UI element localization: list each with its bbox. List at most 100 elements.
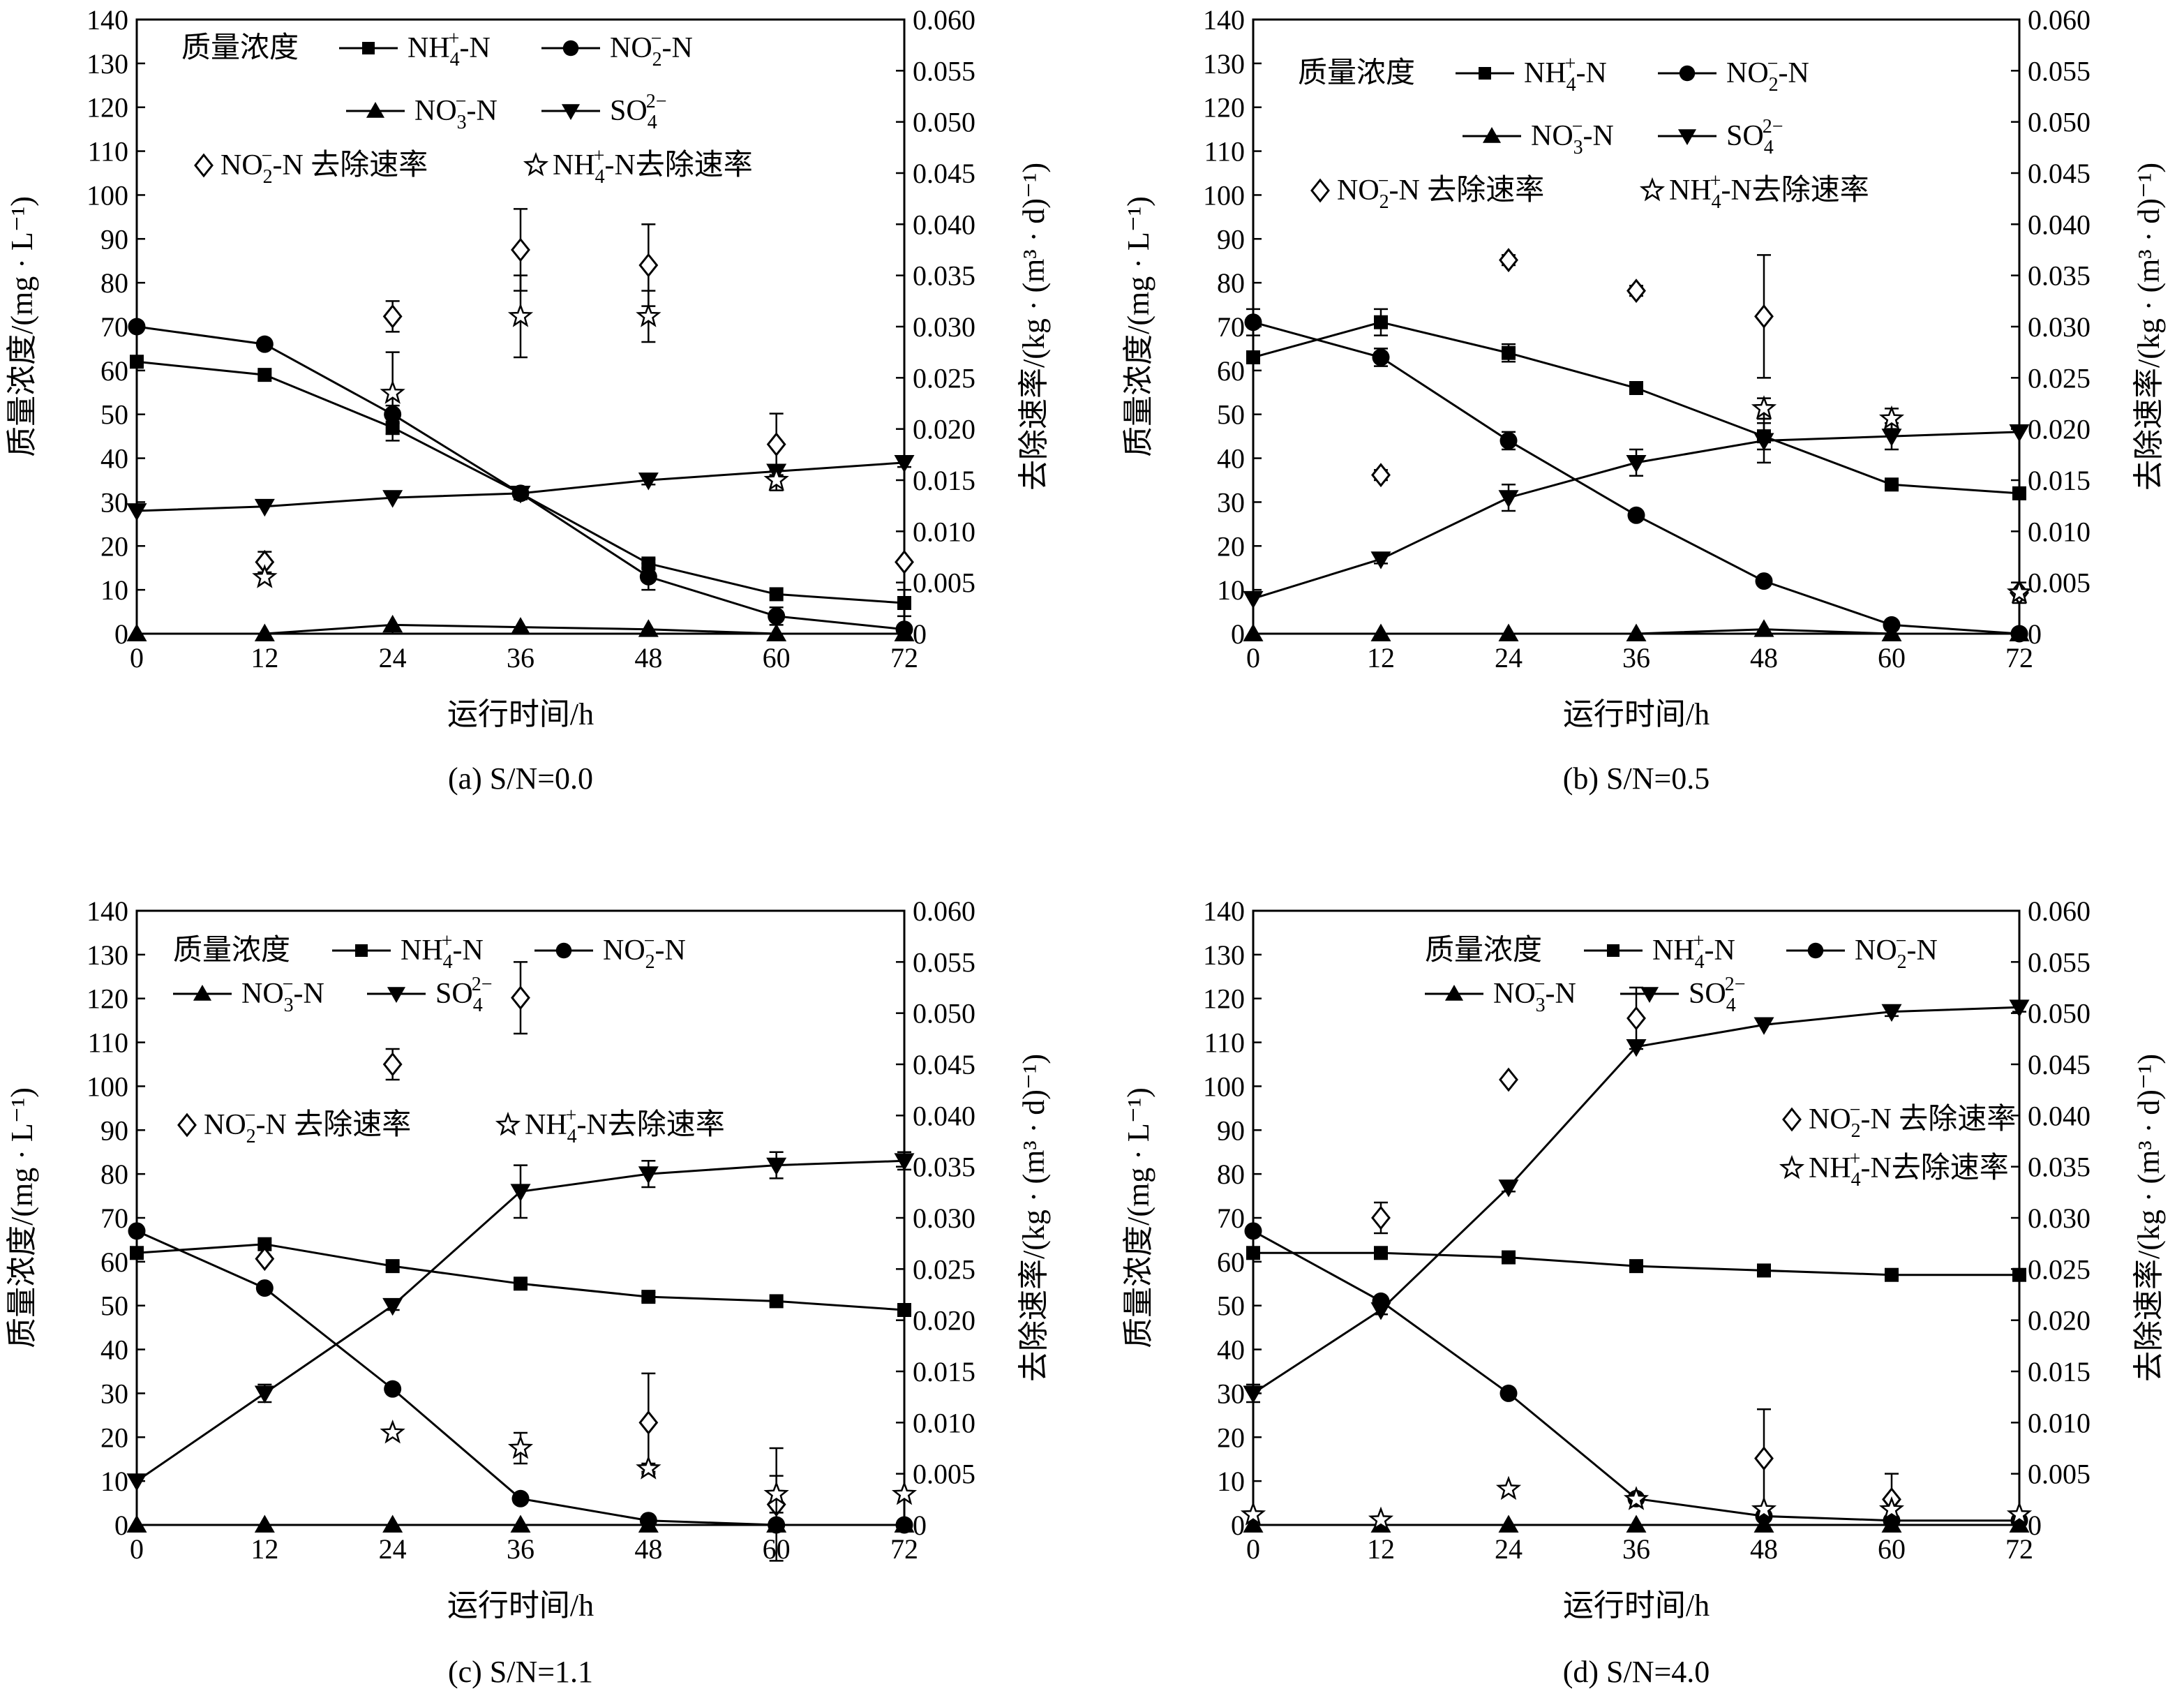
y-left-tick-label: 100 [1203,179,1245,211]
legend-label-nh4_rate: NH4+-N去除速率 [525,1105,725,1147]
y-right-tick-label: 0.015 [913,465,975,496]
y-right-tick-label: 0.055 [2028,946,2090,978]
data-point-nh4_rate [636,1455,661,1480]
y-right-tick-label: 0.040 [2028,1100,2090,1131]
y-left-tick-label: 60 [1217,355,1245,387]
y-right-tick-label: 0.045 [2028,158,2090,189]
x-axis-label: 运行时间/h [447,697,594,731]
y-left-tick-label: 140 [1203,895,1245,927]
data-point-nh4 [1502,345,1516,360]
data-point-no3 [1243,1514,1264,1533]
y-left-tick-label: 130 [87,939,128,971]
data-point-no2_rate [1754,304,1774,329]
y-right-tick-label: 0.050 [913,998,975,1029]
legend-label-so4: SO42− [1689,974,1746,1016]
series-no2_rate [1371,986,1901,1526]
data-point-nh4 [1885,1267,1899,1282]
series-no3 [1243,1514,2030,1533]
data-point-so4 [1881,429,1902,447]
x-tick-label: 24 [1495,642,1523,673]
data-point-no2_rate [1499,1067,1518,1092]
series-so4 [126,454,915,521]
data-point-nh4 [1502,1250,1516,1265]
y-left-tick-label: 120 [1203,92,1245,124]
y-right-tick-label: 0.040 [2028,209,2090,240]
y-left-tick-label: 70 [100,311,128,343]
y-right-tick-label: 0.055 [913,55,975,87]
legend-marker-no2 [1807,942,1824,959]
data-point-so4 [254,1385,275,1404]
series-no2_rate [1371,248,2029,605]
legend-label-nh4_rate: NH4+-N去除速率 [1669,170,1869,213]
x-tick-label: 0 [1246,1533,1260,1565]
x-tick-label: 48 [634,642,662,673]
y-right-tick-label: 0.030 [2028,311,2090,343]
x-tick-label: 72 [2005,1533,2033,1565]
y-right-axis-label: 去除速率/(kg · (m³ · d)⁻¹) [1017,1054,1051,1382]
data-point-nh4_rate [1878,405,1905,430]
y-right-tick-label: 0.010 [913,1407,975,1438]
data-point-nh4_rate [252,564,278,588]
legend-label-no3: NO3−-N [241,974,324,1016]
x-tick-label: 12 [250,642,278,673]
series-nh4_rate [1751,395,2033,604]
y-right-tick-label: 0 [913,1510,927,1541]
y-right-tick-label: 0.020 [913,1305,975,1337]
data-point-nh4 [1246,1246,1260,1260]
y-left-tick-label: 100 [1203,1071,1245,1102]
legend-marker-no2 [562,40,579,57]
data-point-no2_rate [511,237,530,262]
y-right-tick-label: 0.035 [2028,1152,2090,1183]
x-tick-label: 12 [1367,1533,1395,1565]
y-left-axis-label: 质量浓度/(mg · L⁻¹) [1121,196,1155,457]
y-right-tick-label: 0.015 [2028,1356,2090,1387]
data-point-nh4 [1757,1263,1771,1278]
y-left-tick-label: 0 [114,618,128,650]
y-left-tick-label: 50 [1217,1290,1245,1322]
data-point-nh4_rate [507,303,534,327]
chart-panel-b: 010203040506070809010011012013014000.005… [1121,4,2166,796]
y-right-tick-label: 0.025 [913,1253,975,1285]
data-point-no3 [1626,1514,1647,1533]
legend-marker-nh4 [1607,944,1620,957]
data-point-nh4_rate [1240,1501,1266,1526]
legend-label-no2_rate: NO2−-N 去除速率 [204,1105,411,1147]
y-left-tick-label: 50 [100,399,128,431]
y-left-tick-label: 110 [1204,136,1245,167]
y-left-tick-label: 80 [100,1159,128,1190]
legend-label-nh4_rate: NH4+-N去除速率 [553,145,753,188]
data-point-no2_rate [1371,463,1391,488]
y-left-tick-label: 110 [87,136,128,167]
data-point-nh4 [130,355,144,369]
data-point-so4 [510,1184,531,1202]
legend-marker-nh4_rate [1639,177,1666,202]
series-no2 [128,318,913,639]
data-point-nh4 [257,368,272,382]
y-left-tick-label: 20 [100,530,128,562]
data-point-no3 [254,1514,275,1533]
data-point-nh4_rate [1495,1475,1522,1501]
y-right-tick-label: 0 [2028,618,2042,650]
legend-label-no3: NO3−-N [414,91,498,133]
series-line-no2 [136,1230,904,1526]
y-right-tick-label: 0.060 [2028,895,2090,927]
series-nh4 [1246,1246,2026,1282]
x-tick-label: 60 [763,642,791,673]
data-point-no2_rate [638,1410,659,1435]
legend-label-no2: NO2−-N [610,28,693,70]
legend-label-so4: SO42− [610,91,667,133]
data-point-nh4_rate [2006,1501,2033,1526]
y-left-tick-label: 10 [100,1466,128,1497]
data-point-no2 [1372,348,1390,366]
data-point-so4 [1370,1302,1391,1320]
legend-marker-no3 [1482,126,1502,143]
data-point-nh4_rate [507,1434,534,1459]
data-point-no2_rate [511,985,530,1011]
y-right-tick-label: 0.040 [913,209,975,240]
y-right-tick-label: 0.010 [2028,516,2090,547]
data-point-nh4 [385,1259,400,1274]
data-point-no2_rate [382,304,403,329]
data-point-no2_rate [766,432,786,457]
data-point-no2_rate [1499,248,1518,273]
y-right-tick-label: 0.020 [913,414,975,445]
